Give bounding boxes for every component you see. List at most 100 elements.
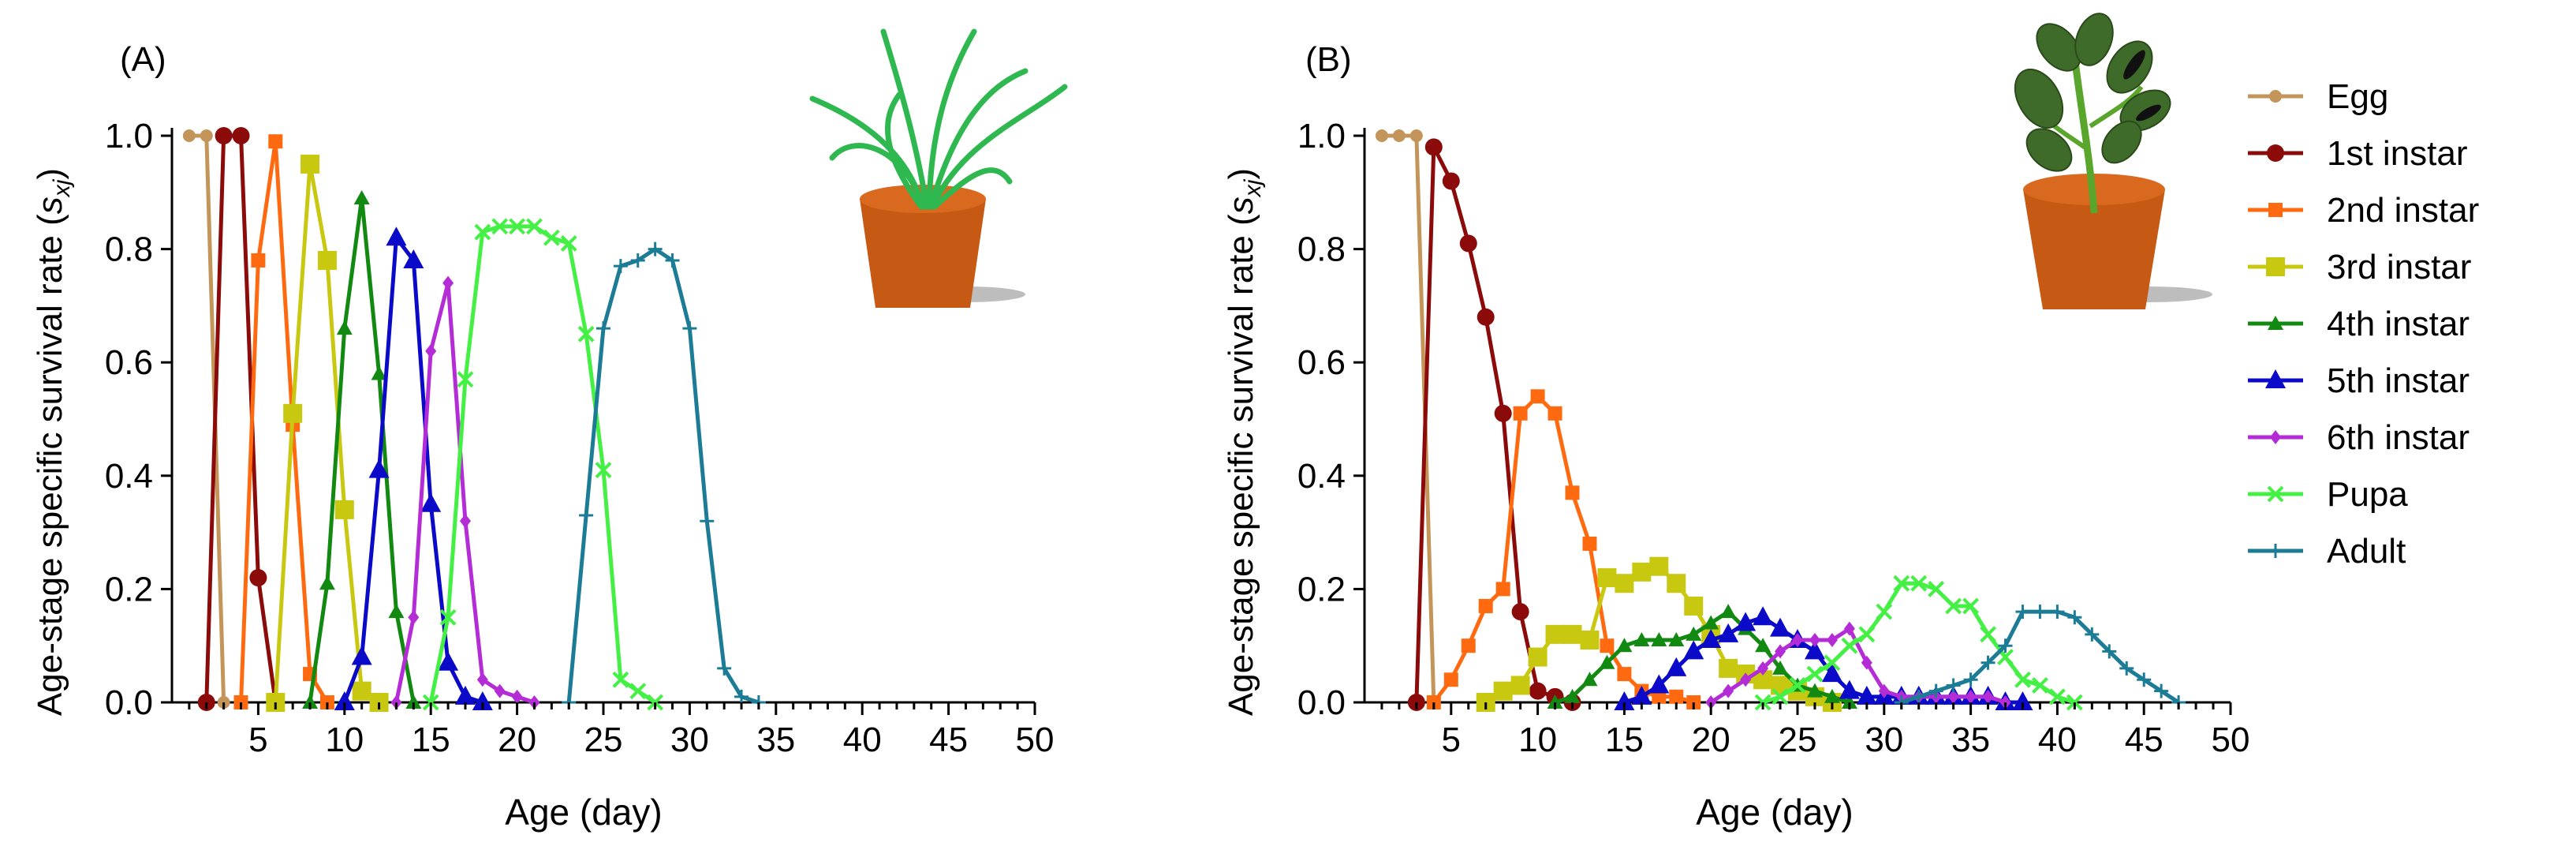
data-point-3rd-instar: [1615, 574, 1634, 593]
data-point-pupa: [2032, 677, 2048, 694]
data-point-2nd-instar: [1530, 389, 1545, 404]
data-point-5th-instar: [386, 226, 407, 246]
data-point-4th-instar: [302, 694, 319, 709]
legend-label: Adult: [2327, 532, 2406, 571]
data-point-6th-instar: [459, 514, 471, 529]
y-axis-label-b: Age-stage specific survival rate (sxj): [1222, 168, 1266, 716]
data-point-egg: [200, 129, 213, 142]
data-point-adult: [700, 514, 715, 529]
data-point-pupa: [439, 608, 457, 626]
data-point-3rd-instar: [1667, 574, 1686, 593]
data-point-1st-instar: [1529, 682, 1547, 700]
data-point-5th-instar: [472, 691, 493, 710]
x-tick-label: 5: [248, 721, 267, 759]
data-point-pupa: [1771, 688, 1789, 706]
x-tick-label: 50: [2212, 721, 2250, 759]
y-axis-label-b-main: Age-stage specific survival rate (: [1222, 214, 1260, 716]
data-point-adult: [2137, 672, 2152, 687]
y-axis-label-a-subscript: xj: [49, 178, 75, 198]
data-point-1st-instar: [232, 127, 250, 144]
data-point-5th-instar: [1804, 640, 1825, 660]
data-point-4th-instar: [1581, 672, 1598, 687]
data-point-adult: [630, 253, 645, 268]
data-point-6th-instar: [1809, 633, 1820, 648]
data-point-2nd-instar: [1443, 672, 1458, 687]
data-point-pupa: [612, 671, 629, 688]
data-point-2nd-instar: [1565, 485, 1580, 500]
legend-swatch-marker: [2267, 144, 2284, 162]
data-point-pupa: [509, 218, 526, 235]
data-point-adult: [613, 259, 628, 274]
series-5th-instar-a: [334, 226, 493, 710]
data-point-5th-instar: [1666, 657, 1687, 676]
data-point-3rd-instar: [1545, 624, 1565, 644]
data-point-6th-instar: [425, 343, 437, 358]
series-line-adult: [1900, 609, 2180, 705]
x-tick-label: 40: [843, 721, 882, 759]
data-point-pupa: [1962, 597, 1980, 615]
data-point-pupa: [1824, 654, 1841, 672]
data-point-6th-instar: [1723, 683, 1734, 698]
legend-item-2nd-instar: 2nd instar: [2248, 191, 2479, 230]
data-point-5th-instar: [1701, 629, 1722, 649]
data-point-adult: [734, 689, 749, 704]
plot-area-b: [1363, 128, 2231, 712]
panel-b-label: (B): [1305, 40, 1352, 79]
data-point-5th-instar: [351, 646, 372, 665]
x-tick-label: 50: [1016, 721, 1055, 759]
data-point-pupa: [2014, 671, 2031, 688]
panel-a: (A) 5 10 15 20 25 30 35 40 45 50 0.0 0.2 0.4 0.6 0.8 1…: [31, 28, 1068, 833]
legend-swatch-marker: [2268, 544, 2283, 558]
y-tick-labels-a: 0.0 0.2 0.4 0.6 0.8 1.0: [105, 117, 172, 722]
data-point-egg: [1392, 129, 1406, 142]
x-tick-label: 35: [756, 721, 795, 759]
data-point-adult: [2033, 605, 2048, 620]
data-point-3rd-instar: [352, 681, 371, 701]
data-point-pupa: [1928, 580, 1945, 597]
data-point-6th-instar: [1792, 633, 1803, 648]
legend-swatch-marker: [2269, 90, 2282, 103]
x-tick-label: 30: [670, 721, 709, 759]
legend-swatch-marker: [2266, 257, 2285, 276]
data-point-5th-instar: [368, 459, 390, 478]
data-point-adult: [2154, 683, 2169, 698]
x-tick-label: 35: [1951, 721, 1990, 759]
y-tick-label: 1.0: [1297, 117, 1346, 155]
y-axis-label-b-subscript: xj: [1240, 178, 1266, 198]
data-point-pupa: [560, 235, 577, 252]
series-line-pupa: [428, 224, 657, 705]
data-point-4th-instar: [1651, 632, 1667, 647]
series-6th-instar-a: [390, 275, 540, 709]
data-point-4th-instar: [1633, 632, 1650, 647]
grass-pot-illustration: [809, 28, 1068, 308]
data-point-adult: [1946, 678, 1961, 693]
legend-item-6th-instar: 6th instar: [2248, 418, 2470, 457]
y-tick-label: 0.8: [1297, 230, 1346, 269]
y-tick-labels-b: 0.0 0.2 0.4 0.6 0.8 1.0: [1297, 117, 1365, 722]
data-point-3rd-instar: [1649, 556, 1669, 576]
y-axis-label-a: Age-stage specific survival rate (sxj): [31, 168, 75, 716]
data-point-pupa: [595, 462, 612, 479]
data-point-6th-instar: [442, 275, 454, 290]
data-point-4th-instar: [1755, 638, 1771, 653]
y-axis-label-a-main: Age-stage specific survival rate (: [31, 214, 69, 716]
data-point-6th-instar: [1843, 621, 1855, 636]
data-point-4th-instar: [1599, 654, 1615, 669]
data-point-4th-instar: [1703, 615, 1719, 630]
legend-label: Pupa: [2327, 475, 2408, 514]
data-point-adult: [1911, 689, 1926, 704]
x-tick-label: 25: [1779, 721, 1817, 759]
data-point-4th-instar: [353, 189, 370, 204]
data-point-4th-instar: [336, 320, 353, 335]
data-point-adult: [579, 508, 594, 523]
legend-label: 4th instar: [2327, 305, 2470, 343]
data-point-2nd-instar: [1495, 582, 1510, 597]
data-point-3rd-instar: [334, 500, 354, 519]
data-point-4th-instar: [1841, 694, 1857, 709]
x-tick-label: 40: [2038, 721, 2077, 759]
data-point-adult: [648, 241, 663, 256]
y-tick-label: 1.0: [105, 117, 153, 155]
series-4th-instar-b: [1547, 604, 1857, 709]
legend-item-5th-instar: 5th instar: [2248, 361, 2470, 400]
y-tick-label: 0.4: [105, 457, 153, 496]
